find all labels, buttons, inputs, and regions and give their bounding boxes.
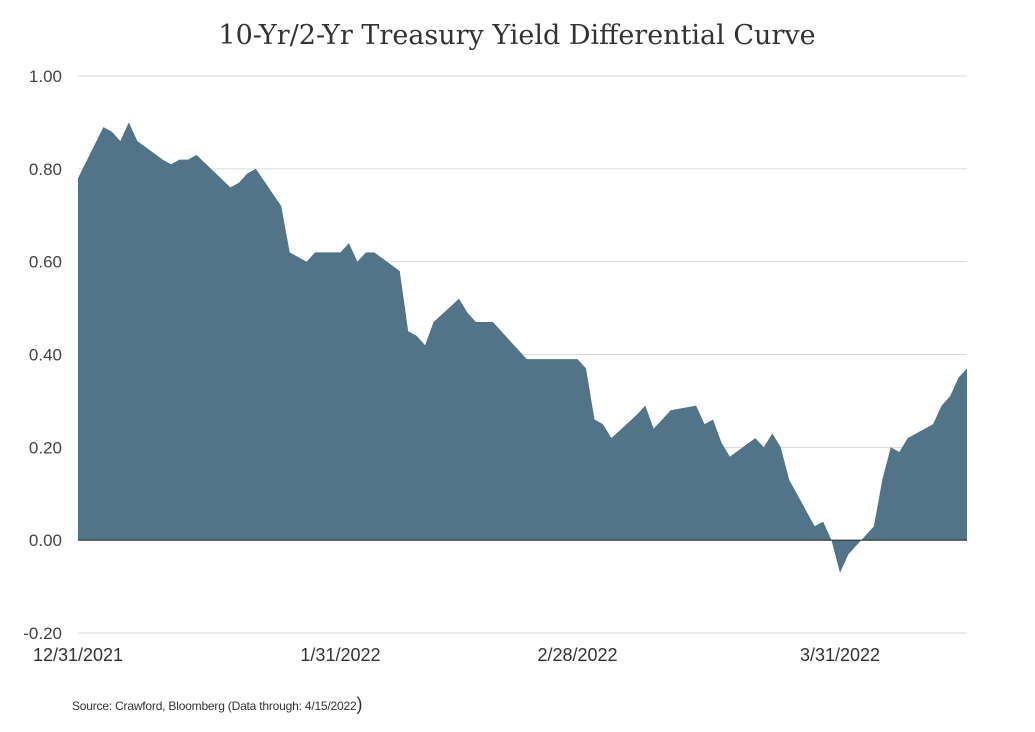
chart-title: 10-Yr/2-Yr Treasury Yield Differential C… (218, 20, 815, 51)
x-tick-label: 1/31/2022 (300, 645, 380, 665)
y-tick-label: 0.80 (29, 160, 62, 179)
y-tick-label: 0.40 (29, 346, 62, 365)
x-axis-ticks: 12/31/2021 1/31/2022 2/28/2022 3/31/2022 (33, 645, 880, 665)
source-text: Source: Crawford, Bloomberg (Data throug… (72, 699, 357, 713)
area-series (78, 122, 967, 573)
positive-area (861, 368, 967, 541)
y-tick-label: 0.60 (29, 253, 62, 272)
y-tick-label: 0.00 (29, 531, 62, 550)
y-tick-label: -0.20 (23, 624, 62, 643)
x-tick-label: 3/31/2022 (800, 645, 880, 665)
y-tick-label: 0.20 (29, 438, 62, 457)
x-tick-label: 2/28/2022 (537, 645, 617, 665)
source-note: Source: Crawford, Bloomberg (Data throug… (72, 694, 362, 715)
positive-area (78, 122, 862, 573)
y-tick-label: 1.00 (29, 67, 62, 86)
x-tick-label: 12/31/2021 (33, 645, 123, 665)
source-paren: ) (356, 694, 363, 714)
y-axis-ticks: 1.00 0.80 0.60 0.40 0.20 0.00 -0.20 (23, 67, 62, 643)
